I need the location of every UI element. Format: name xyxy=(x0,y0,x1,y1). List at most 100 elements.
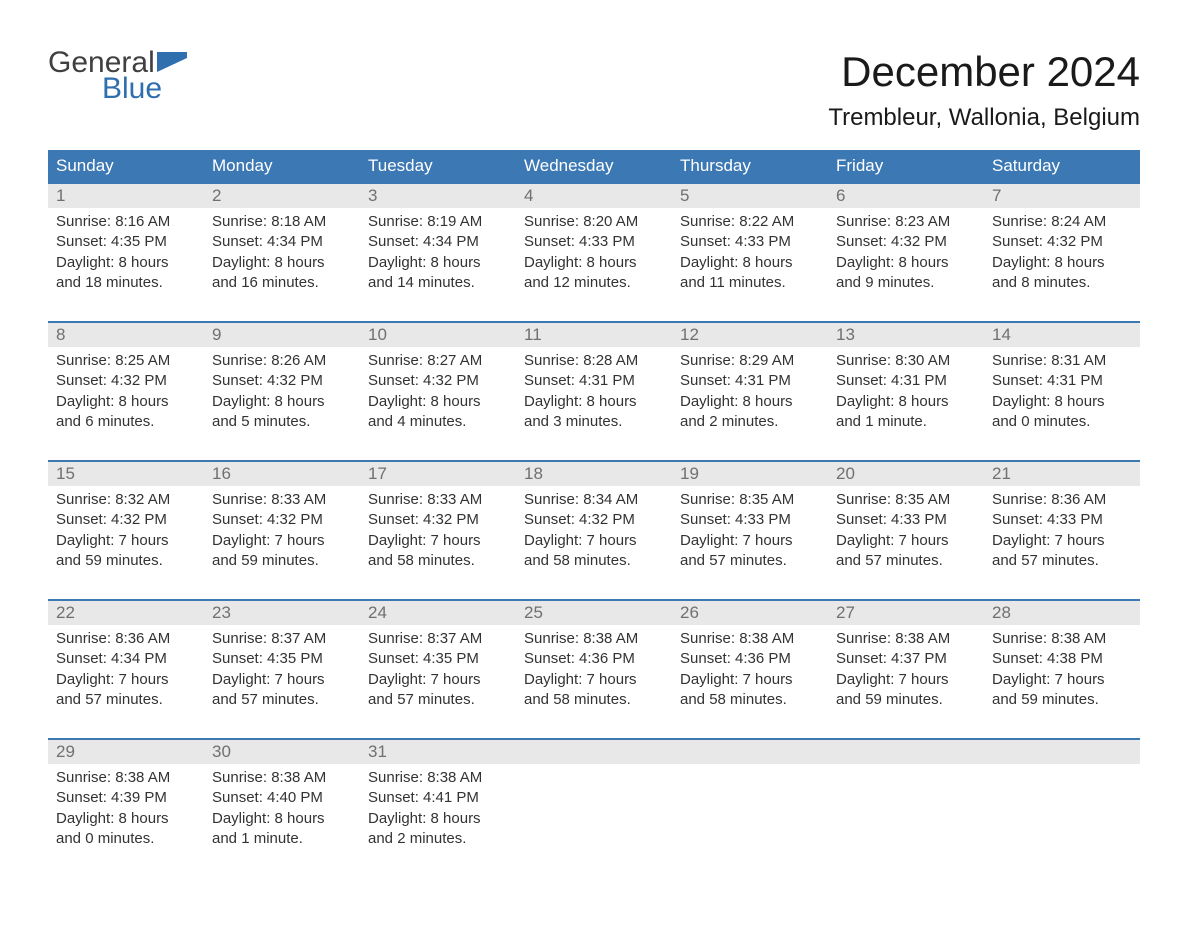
day-dl2: and 4 minutes. xyxy=(368,412,508,432)
day-dl1: Daylight: 7 hours xyxy=(992,670,1132,690)
day-dl1: Daylight: 8 hours xyxy=(56,809,196,829)
day-sunrise: Sunrise: 8:16 AM xyxy=(56,212,196,232)
detail-row: Sunrise: 8:38 AMSunset: 4:39 PMDaylight:… xyxy=(48,764,1140,857)
day-dl1: Daylight: 7 hours xyxy=(992,531,1132,551)
day-sunrise: Sunrise: 8:27 AM xyxy=(368,351,508,371)
day-sunrise: Sunrise: 8:38 AM xyxy=(680,629,820,649)
day-sunrise: Sunrise: 8:38 AM xyxy=(524,629,664,649)
day-dl2: and 58 minutes. xyxy=(524,551,664,571)
day-number: 6 xyxy=(828,184,984,208)
day-dl1: Daylight: 7 hours xyxy=(368,670,508,690)
day-dl2: and 57 minutes. xyxy=(836,551,976,571)
day-dl1: Daylight: 8 hours xyxy=(368,253,508,273)
day-sunrise: Sunrise: 8:19 AM xyxy=(368,212,508,232)
day-sunrise: Sunrise: 8:32 AM xyxy=(56,490,196,510)
day-sunset: Sunset: 4:33 PM xyxy=(836,510,976,530)
day-detail: Sunrise: 8:30 AMSunset: 4:31 PMDaylight:… xyxy=(828,347,984,440)
day-detail: Sunrise: 8:35 AMSunset: 4:33 PMDaylight:… xyxy=(828,486,984,579)
day-detail: Sunrise: 8:19 AMSunset: 4:34 PMDaylight:… xyxy=(360,208,516,301)
detail-row: Sunrise: 8:36 AMSunset: 4:34 PMDaylight:… xyxy=(48,625,1140,718)
day-sunrise: Sunrise: 8:29 AM xyxy=(680,351,820,371)
day-dl2: and 2 minutes. xyxy=(368,829,508,849)
week-row: 15161718192021Sunrise: 8:32 AMSunset: 4:… xyxy=(48,460,1140,579)
day-dl2: and 57 minutes. xyxy=(56,690,196,710)
dow-tuesday: Tuesday xyxy=(360,150,516,182)
page-header: General Blue December 2024 Trembleur, Wa… xyxy=(48,48,1140,132)
page-title: December 2024 xyxy=(828,48,1140,96)
day-dl1: Daylight: 7 hours xyxy=(524,531,664,551)
day-sunrise: Sunrise: 8:25 AM xyxy=(56,351,196,371)
daynum-row: 891011121314 xyxy=(48,323,1140,347)
day-detail: Sunrise: 8:38 AMSunset: 4:38 PMDaylight:… xyxy=(984,625,1140,718)
day-dl1: Daylight: 8 hours xyxy=(56,253,196,273)
day-number: 11 xyxy=(516,323,672,347)
day-number: 14 xyxy=(984,323,1140,347)
day-dl2: and 57 minutes. xyxy=(368,690,508,710)
day-number: 12 xyxy=(672,323,828,347)
day-detail: Sunrise: 8:24 AMSunset: 4:32 PMDaylight:… xyxy=(984,208,1140,301)
week-row: 22232425262728Sunrise: 8:36 AMSunset: 4:… xyxy=(48,599,1140,718)
day-dl1: Daylight: 8 hours xyxy=(212,392,352,412)
day-number: 21 xyxy=(984,462,1140,486)
day-dl2: and 59 minutes. xyxy=(836,690,976,710)
day-detail: Sunrise: 8:38 AMSunset: 4:36 PMDaylight:… xyxy=(516,625,672,718)
day-number: 29 xyxy=(48,740,204,764)
day-detail: Sunrise: 8:32 AMSunset: 4:32 PMDaylight:… xyxy=(48,486,204,579)
day-sunset: Sunset: 4:40 PM xyxy=(212,788,352,808)
day-dl1: Daylight: 8 hours xyxy=(992,253,1132,273)
day-sunrise: Sunrise: 8:20 AM xyxy=(524,212,664,232)
day-sunset: Sunset: 4:35 PM xyxy=(368,649,508,669)
day-dl1: Daylight: 8 hours xyxy=(680,392,820,412)
day-sunset: Sunset: 4:33 PM xyxy=(524,232,664,252)
day-detail: Sunrise: 8:20 AMSunset: 4:33 PMDaylight:… xyxy=(516,208,672,301)
day-dl2: and 14 minutes. xyxy=(368,273,508,293)
day-dl2: and 58 minutes. xyxy=(524,690,664,710)
day-sunset: Sunset: 4:32 PM xyxy=(212,510,352,530)
day-sunrise: Sunrise: 8:24 AM xyxy=(992,212,1132,232)
detail-row: Sunrise: 8:16 AMSunset: 4:35 PMDaylight:… xyxy=(48,208,1140,301)
day-detail xyxy=(984,764,1140,857)
day-sunset: Sunset: 4:33 PM xyxy=(680,510,820,530)
day-number: 18 xyxy=(516,462,672,486)
detail-row: Sunrise: 8:25 AM Sunset: 4:32 PM Daylight:… xyxy=(48,347,1140,440)
day-sunset: Sunset: 4:32 PM xyxy=(368,510,508,530)
day-sunrise: Sunrise: 8:38 AM xyxy=(212,768,352,788)
day-dl1: Daylight: 8 hours xyxy=(680,253,820,273)
daynum-row: 15161718192021 xyxy=(48,462,1140,486)
day-number: 31 xyxy=(360,740,516,764)
day-number: 22 xyxy=(48,601,204,625)
day-number: 2 xyxy=(204,184,360,208)
day-sunset: Sunset: 4:36 PM xyxy=(680,649,820,669)
day-detail: Sunrise: 8:22 AMSunset: 4:33 PMDaylight:… xyxy=(672,208,828,301)
day-dl1: Daylight: 7 hours xyxy=(836,531,976,551)
day-dl1: Daylight: 8 hours xyxy=(212,253,352,273)
day-sunrise: Sunrise: 8:38 AM xyxy=(368,768,508,788)
day-sunrise: Sunrise: 8:35 AM xyxy=(680,490,820,510)
day-dl1: Daylight: 7 hours xyxy=(368,531,508,551)
day-number: 16 xyxy=(204,462,360,486)
day-number: 10 xyxy=(360,323,516,347)
dow-thursday: Thursday xyxy=(672,150,828,182)
day-detail: Sunrise: 8:35 AMSunset: 4:33 PMDaylight:… xyxy=(672,486,828,579)
day-detail: Sunrise: 8:33 AMSunset: 4:32 PMDaylight:… xyxy=(360,486,516,579)
day-dl2: and 59 minutes. xyxy=(992,690,1132,710)
day-number: 5 xyxy=(672,184,828,208)
day-number xyxy=(516,740,672,764)
day-number: 23 xyxy=(204,601,360,625)
day-sunset: Sunset: 4:33 PM xyxy=(680,232,820,252)
day-detail: Sunrise: 8:37 AMSunset: 4:35 PMDaylight:… xyxy=(204,625,360,718)
day-number: 8 xyxy=(48,323,204,347)
day-number: 4 xyxy=(516,184,672,208)
day-number: 1 xyxy=(48,184,204,208)
day-sunset: Sunset: 4:33 PM xyxy=(992,510,1132,530)
day-dl1: Daylight: 8 hours xyxy=(836,253,976,273)
day-sunrise: Sunrise: 8:34 AM xyxy=(524,490,664,510)
day-number: 3 xyxy=(360,184,516,208)
day-sunrise: Sunrise: 8:35 AM xyxy=(836,490,976,510)
day-detail: Sunrise: 8:38 AMSunset: 4:37 PMDaylight:… xyxy=(828,625,984,718)
day-number: 15 xyxy=(48,462,204,486)
day-detail: Sunrise: 8:29 AMSunset: 4:31 PMDaylight:… xyxy=(672,347,828,440)
day-sunset: Sunset: 4:32 PM xyxy=(368,371,508,391)
day-sunrise: Sunrise: 8:26 AM xyxy=(212,351,352,371)
day-dl1: Daylight: 7 hours xyxy=(212,670,352,690)
